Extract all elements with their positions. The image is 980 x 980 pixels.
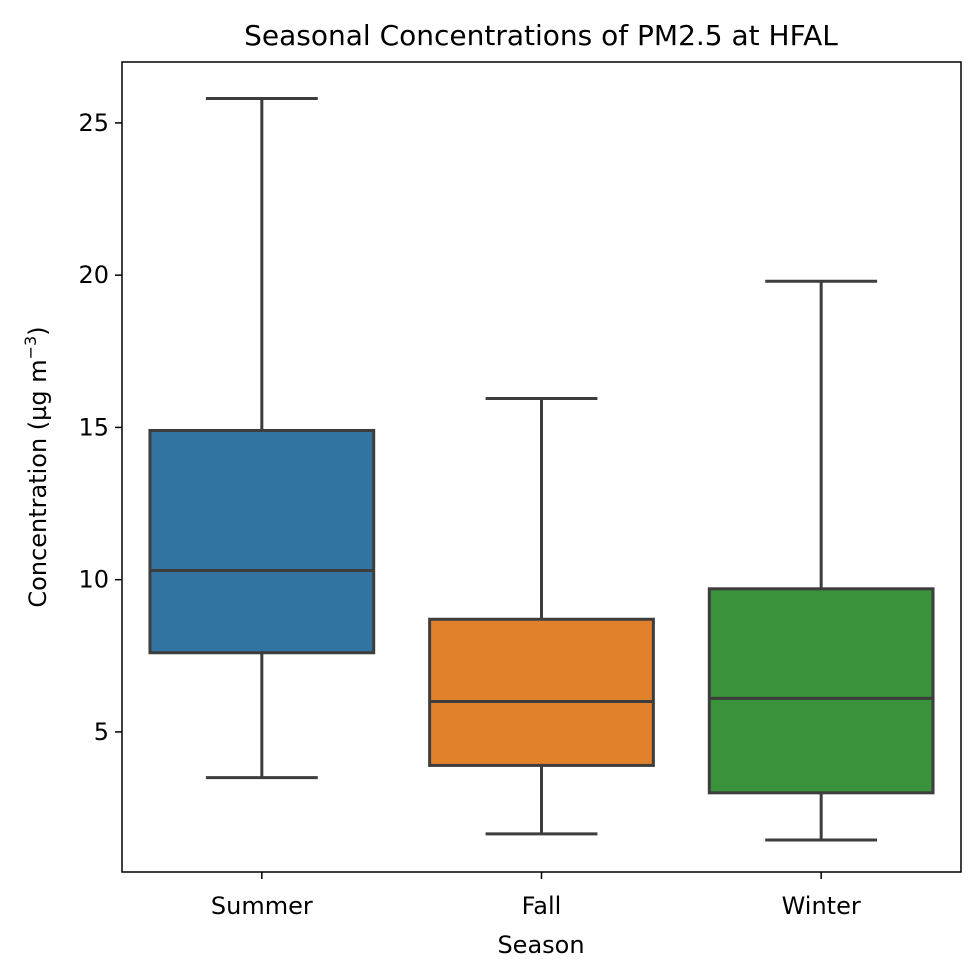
y-tick-label: 10 [78,566,109,594]
plot-area [148,97,935,842]
y-tick-label: 5 [94,718,109,746]
chart-title: Seasonal Concentrations of PM2.5 at HFAL [244,19,838,52]
x-axis: Summer Fall Winter [211,872,861,920]
y-axis-label-main: Concentration (µg m [24,359,52,607]
y-axis-label-superscript: −3 [21,336,40,360]
y-axis-label: Concentration (µg m−3) [21,326,52,607]
iqr-box-winter [707,587,935,795]
box-fall [428,396,655,836]
x-tick-label: Winter [782,892,861,920]
x-tick-label: Fall [522,892,562,920]
y-tick-label: 20 [78,261,109,289]
iqr-box-fall [428,617,655,767]
iqr-box-summer [148,428,376,655]
y-tick-label: 15 [78,413,109,441]
box-summer [148,97,376,780]
x-axis-label: Season [497,931,584,959]
y-tick-label: 25 [78,109,109,137]
y-axis-label-end: ) [24,326,52,335]
box-winter [707,279,935,842]
x-tick-label: Summer [211,892,313,920]
y-axis: 5 10 15 20 25 [78,109,122,746]
